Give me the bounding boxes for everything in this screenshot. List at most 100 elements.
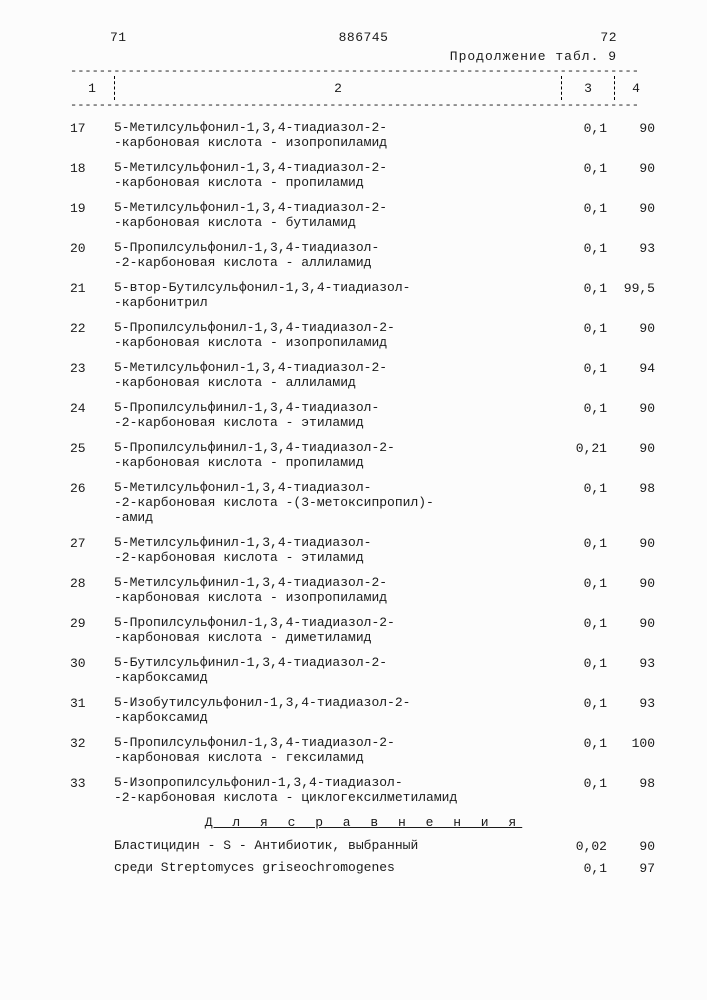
value-col3: 0,1 [555, 240, 613, 256]
row-number: 32 [70, 735, 114, 751]
table-head-col4: 4 [615, 81, 657, 96]
value-col4: 90 [613, 200, 657, 216]
table-head-col2: 2 [115, 81, 561, 96]
value-col3: 0,1 [555, 575, 613, 591]
value-col3: 0,1 [555, 480, 613, 496]
value-col3: 0,1 [555, 400, 613, 416]
comparison-name: Бластицидин - S - Антибиотик, выбранный [114, 838, 555, 853]
value-col3: 0,1 [555, 320, 613, 336]
row-number: 26 [70, 480, 114, 496]
row-number: 19 [70, 200, 114, 216]
value-col4: 90 [613, 440, 657, 456]
value-col4: 98 [613, 480, 657, 496]
page-header-numbers: 71 886745 72 [70, 30, 657, 49]
table-row: 285-Метилсульфинил-1,3,4-тиадиазол-2--ка… [70, 575, 657, 605]
table-row: 185-Метилсульфонил-1,3,4-тиадиазол-2--ка… [70, 160, 657, 190]
value-col4: 93 [613, 655, 657, 671]
row-number: 20 [70, 240, 114, 256]
table-row: 205-Пропилсульфонил-1,3,4-тиадиазол--2-к… [70, 240, 657, 270]
comparison-row: Бластицидин - S - Антибиотик, выбранный0… [70, 838, 657, 854]
table-head-col3: 3 [562, 81, 614, 96]
comparison-name: среди Streptomyces griseochromogenes [114, 860, 555, 875]
table-row: 275-Метилсульфинил-1,3,4-тиадиазол--2-ка… [70, 535, 657, 565]
compound-name: 5-Пропилсульфинил-1,3,4-тиадиазол--2-кар… [114, 400, 555, 430]
table-header-row: 1 2 3 4 [70, 76, 657, 100]
value-col4: 90 [613, 400, 657, 416]
value-col3: 0,1 [555, 615, 613, 631]
compound-name: 5-Метилсульфонил-1,3,4-тиадиазол-2--карб… [114, 160, 555, 190]
row-number: 22 [70, 320, 114, 336]
table-row: 225-Пропилсульфонил-1,3,4-тиадиазол-2--к… [70, 320, 657, 350]
value-col4: 93 [613, 240, 657, 256]
page: 71 886745 72 Продолжение табл. 9 -------… [0, 0, 707, 1000]
value-col4: 90 [613, 838, 657, 854]
compound-name: 5-Пропилсульфонил-1,3,4-тиадиазол-2--кар… [114, 320, 555, 350]
row-number: 27 [70, 535, 114, 551]
value-col4: 90 [613, 120, 657, 136]
table-row: 195-Метилсульфонил-1,3,4-тиадиазол-2--ка… [70, 200, 657, 230]
row-number: 28 [70, 575, 114, 591]
table-row: 245-Пропилсульфинил-1,3,4-тиадиазол--2-к… [70, 400, 657, 430]
table-row: 265-Метилсульфонил-1,3,4-тиадиазол--2-ка… [70, 480, 657, 525]
value-col3: 0,21 [555, 440, 613, 456]
value-col3: 0,1 [555, 160, 613, 176]
row-number: 29 [70, 615, 114, 631]
compound-name: 5-Пропилсульфонил-1,3,4-тиадиазол--2-кар… [114, 240, 555, 270]
row-number [70, 860, 114, 861]
value-col4: 98 [613, 775, 657, 791]
table-row: 305-Бутилсульфинил-1,3,4-тиадиазол-2--ка… [70, 655, 657, 685]
row-number: 21 [70, 280, 114, 296]
value-col3: 0,1 [555, 655, 613, 671]
compound-name: 5-Пропилсульфонил-1,3,4-тиадиазол-2--кар… [114, 735, 555, 765]
compound-name: 5-Метилсульфонил-1,3,4-тиадиазол-2--карб… [114, 120, 555, 150]
value-col3: 0,1 [555, 735, 613, 751]
value-col4: 97 [613, 860, 657, 876]
value-col4: 90 [613, 615, 657, 631]
row-number [70, 838, 114, 839]
value-col3: 0,02 [555, 838, 613, 854]
value-col4: 90 [613, 160, 657, 176]
value-col3: 0,1 [555, 695, 613, 711]
continuation-caption: Продолжение табл. 9 [70, 49, 657, 64]
compound-name: 5-Пропилсульфинил-1,3,4-тиадиазол-2--кар… [114, 440, 555, 470]
compound-name: 5-Метилсульфинил-1,3,4-тиадиазол--2-карб… [114, 535, 555, 565]
comparison-body: Бластицидин - S - Антибиотик, выбранный0… [70, 838, 657, 876]
table-border-top: ----------------------------------------… [70, 66, 657, 76]
table-row: 255-Пропилсульфинил-1,3,4-тиадиазол-2--к… [70, 440, 657, 470]
value-col3: 0,1 [555, 860, 613, 876]
compound-name: 5-Метилсульфонил-1,3,4-тиадиазол-2--карб… [114, 200, 555, 230]
comparison-row: среди Streptomyces griseochromogenes0,19… [70, 860, 657, 876]
compound-name: 5-Метилсульфонил-1,3,4-тиадиазол--2-карб… [114, 480, 555, 525]
compound-name: 5-Изопропилсульфонил-1,3,4-тиадиазол--2-… [114, 775, 555, 805]
compound-name: 5-Метилсульфинил-1,3,4-тиадиазол-2--карб… [114, 575, 555, 605]
value-col3: 0,1 [555, 280, 613, 296]
row-number: 30 [70, 655, 114, 671]
table-border-headbot: ----------------------------------------… [70, 100, 657, 110]
value-col3: 0,1 [555, 775, 613, 791]
value-col3: 0,1 [555, 120, 613, 136]
table-row: 235-Метилсульфонил-1,3,4-тиадиазол-2--ка… [70, 360, 657, 390]
value-col4: 99,5 [613, 280, 657, 296]
value-col4: 93 [613, 695, 657, 711]
value-col3: 0,1 [555, 200, 613, 216]
value-col3: 0,1 [555, 360, 613, 376]
row-number: 25 [70, 440, 114, 456]
comparison-caption: Д л я с р а в н е н и я [70, 815, 657, 830]
compound-name: 5-Бутилсульфинил-1,3,4-тиадиазол-2--карб… [114, 655, 555, 685]
table-row: 335-Изопропилсульфонил-1,3,4-тиадиазол--… [70, 775, 657, 805]
table-head-col1: 1 [70, 81, 114, 96]
table-row: 215-втор-Бутилсульфонил-1,3,4-тиадиазол-… [70, 280, 657, 310]
table-body: 175-Метилсульфонил-1,3,4-тиадиазол-2--ка… [70, 120, 657, 805]
row-number: 17 [70, 120, 114, 136]
row-number: 24 [70, 400, 114, 416]
value-col4: 90 [613, 320, 657, 336]
table-row: 315-Изобутилсульфонил-1,3,4-тиадиазол-2-… [70, 695, 657, 725]
row-number: 23 [70, 360, 114, 376]
table-row: 325-Пропилсульфонил-1,3,4-тиадиазол-2--к… [70, 735, 657, 765]
compound-name: 5-втор-Бутилсульфонил-1,3,4-тиадиазол--к… [114, 280, 555, 310]
value-col3: 0,1 [555, 535, 613, 551]
compound-name: 5-Изобутилсульфонил-1,3,4-тиадиазол-2--к… [114, 695, 555, 725]
page-left-number: 71 [110, 30, 127, 45]
row-number: 18 [70, 160, 114, 176]
value-col4: 90 [613, 535, 657, 551]
